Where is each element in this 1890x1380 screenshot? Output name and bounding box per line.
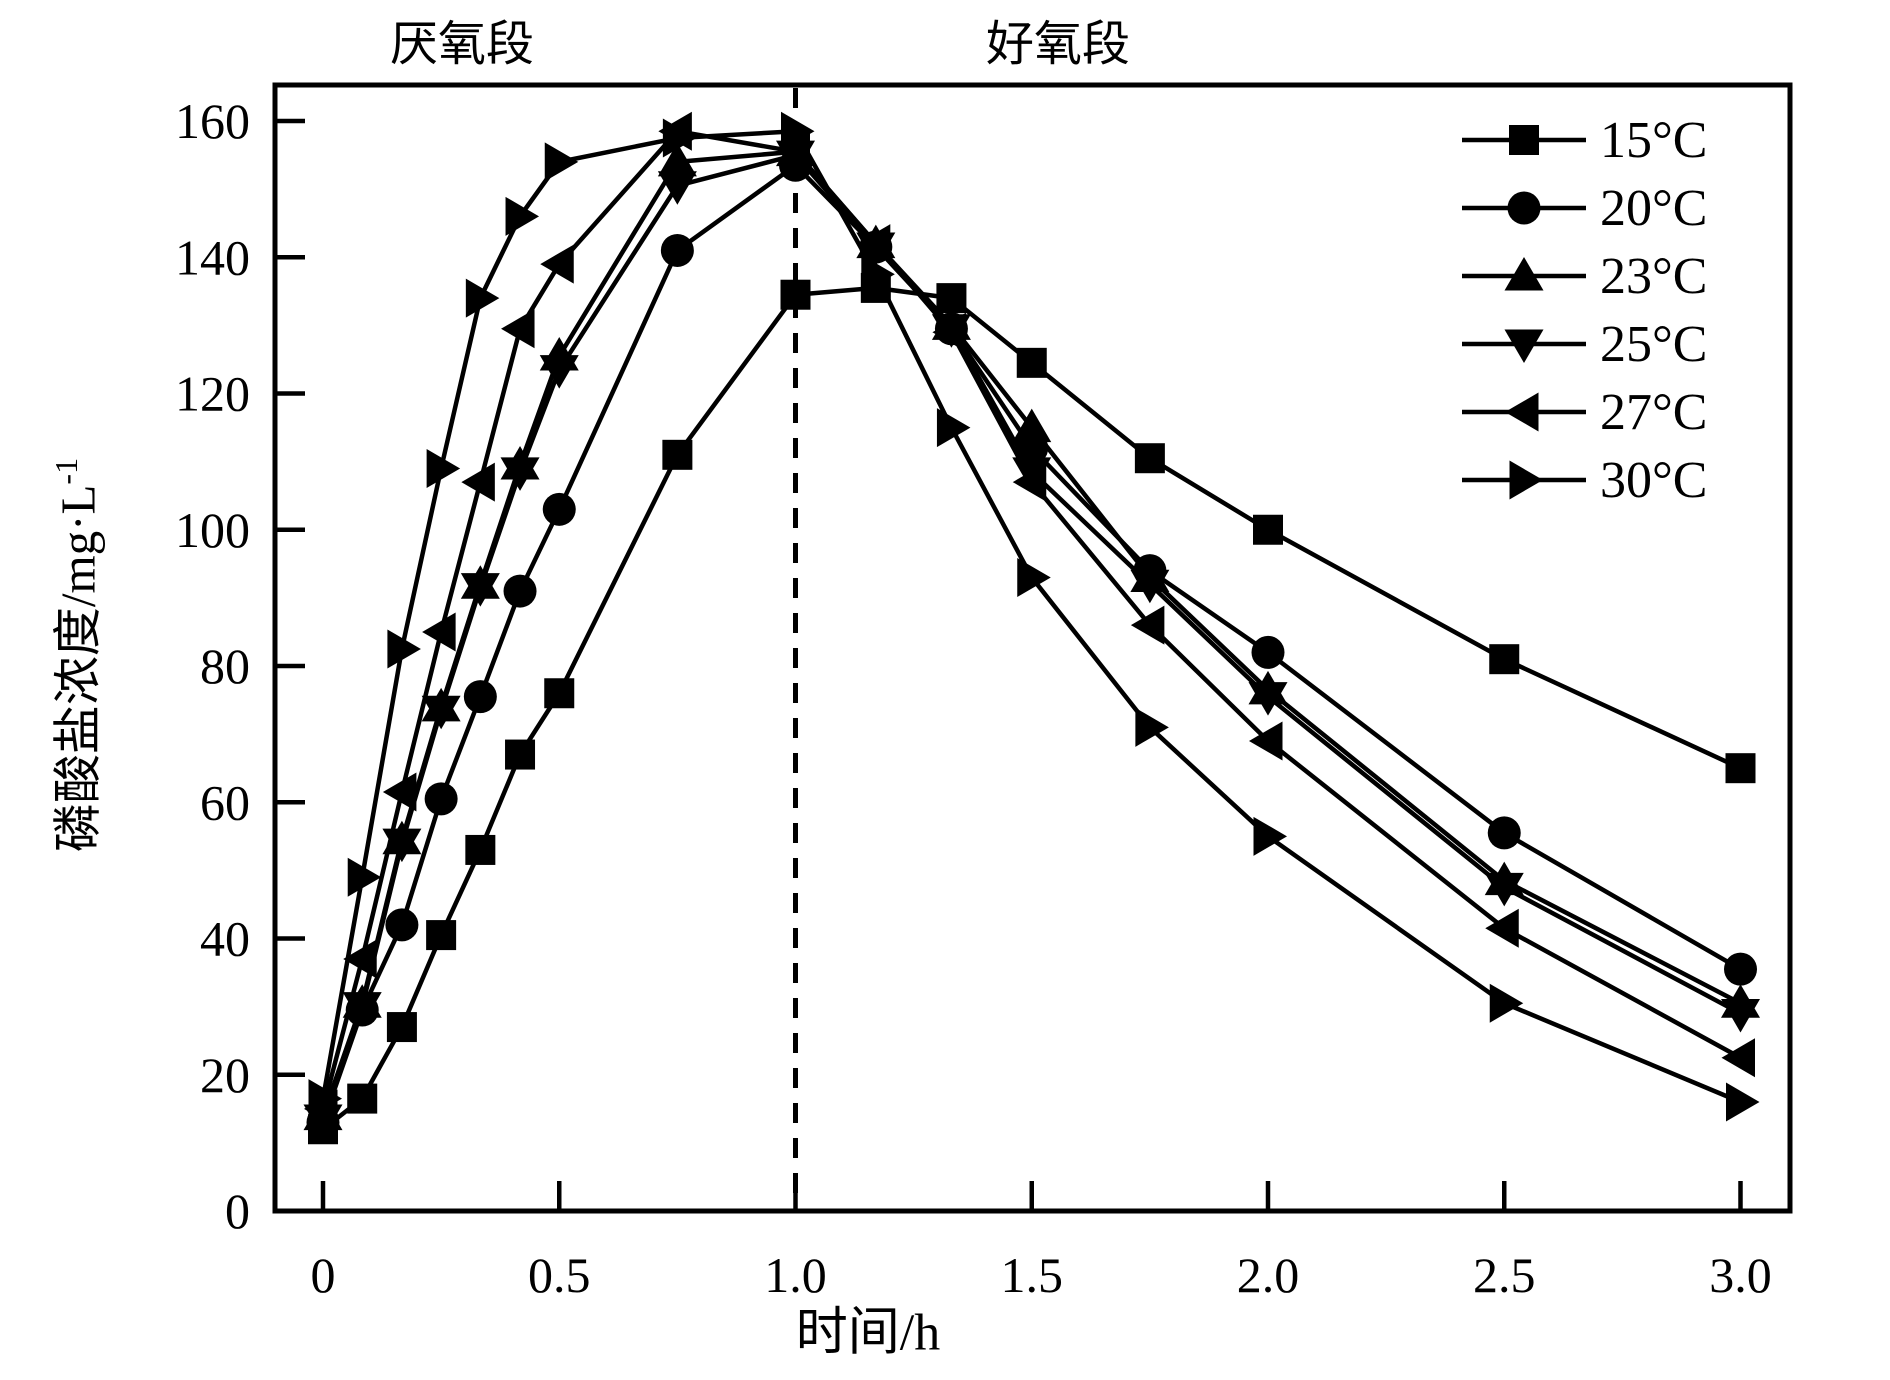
legend-entry-20°C: 20°C <box>1462 180 1707 237</box>
x-axis-tick-label: 0 <box>311 1247 336 1303</box>
legend-entry-23°C: 23°C <box>1462 248 1707 305</box>
legend-entry-27°C: 27°C <box>1462 384 1707 441</box>
legend-label: 30°C <box>1600 452 1707 509</box>
x-axis-title: 时间/h <box>795 1304 941 1362</box>
series-27°C <box>304 111 1755 1129</box>
y-axis-tick-label: 40 <box>200 911 250 967</box>
y-axis-tick-label: 100 <box>175 502 250 558</box>
axes: 0 0.5 1.0 1.5 2.0 2.5 3.0 0 20 40 60 80 100 120 140 160 <box>175 82 1793 1303</box>
anaerobic-section-label: 厌氧段 <box>389 18 535 71</box>
y-axis-title-exponent: -1 <box>48 457 85 485</box>
x-axis-tick-label: 0.5 <box>528 1247 591 1303</box>
x-axis-tick-label: 3.0 <box>1709 1247 1772 1303</box>
y-axis-title: 磷酸盐浓度/mg·L-1 <box>39 458 110 852</box>
x-axis-tick-label: 1.5 <box>1001 1247 1064 1303</box>
aerobic-section-label: 好氧段 <box>985 18 1131 71</box>
x-axis-tick-label: 1.0 <box>764 1247 827 1303</box>
y-axis-tick-label: 80 <box>200 638 250 694</box>
y-axis-title-text: 磷酸盐浓度/mg·L <box>50 484 106 853</box>
legend: 15°C 20°C 23°C 25°C 27°C 30°C <box>1462 112 1707 509</box>
y-axis-tick-label: 140 <box>175 229 250 285</box>
legend-label: 15°C <box>1600 112 1707 169</box>
y-axis-tick-label: 0 <box>225 1183 250 1239</box>
legend-label: 27°C <box>1600 384 1707 441</box>
legend-entry-15°C: 15°C <box>1462 112 1707 169</box>
series-30°C <box>308 111 1760 1122</box>
x-axis-tick-label: 2.0 <box>1237 1247 1300 1303</box>
legend-label: 20°C <box>1600 180 1707 237</box>
y-axis-tick-label: 120 <box>175 366 250 422</box>
legend-entry-30°C: 30°C <box>1462 452 1707 509</box>
series-15°C <box>308 272 1756 1145</box>
y-axis-tick-label: 60 <box>200 774 250 830</box>
series-23°C <box>303 132 1760 1131</box>
x-axis-tick-label: 2.5 <box>1473 1247 1536 1303</box>
legend-entry-25°C: 25°C <box>1462 316 1707 373</box>
y-axis-tick-label: 20 <box>200 1047 250 1103</box>
y-axis-tick-label: 160 <box>175 93 250 149</box>
legend-label: 23°C <box>1600 248 1707 305</box>
series-20°C <box>306 148 1757 1139</box>
legend-label: 25°C <box>1600 316 1707 373</box>
